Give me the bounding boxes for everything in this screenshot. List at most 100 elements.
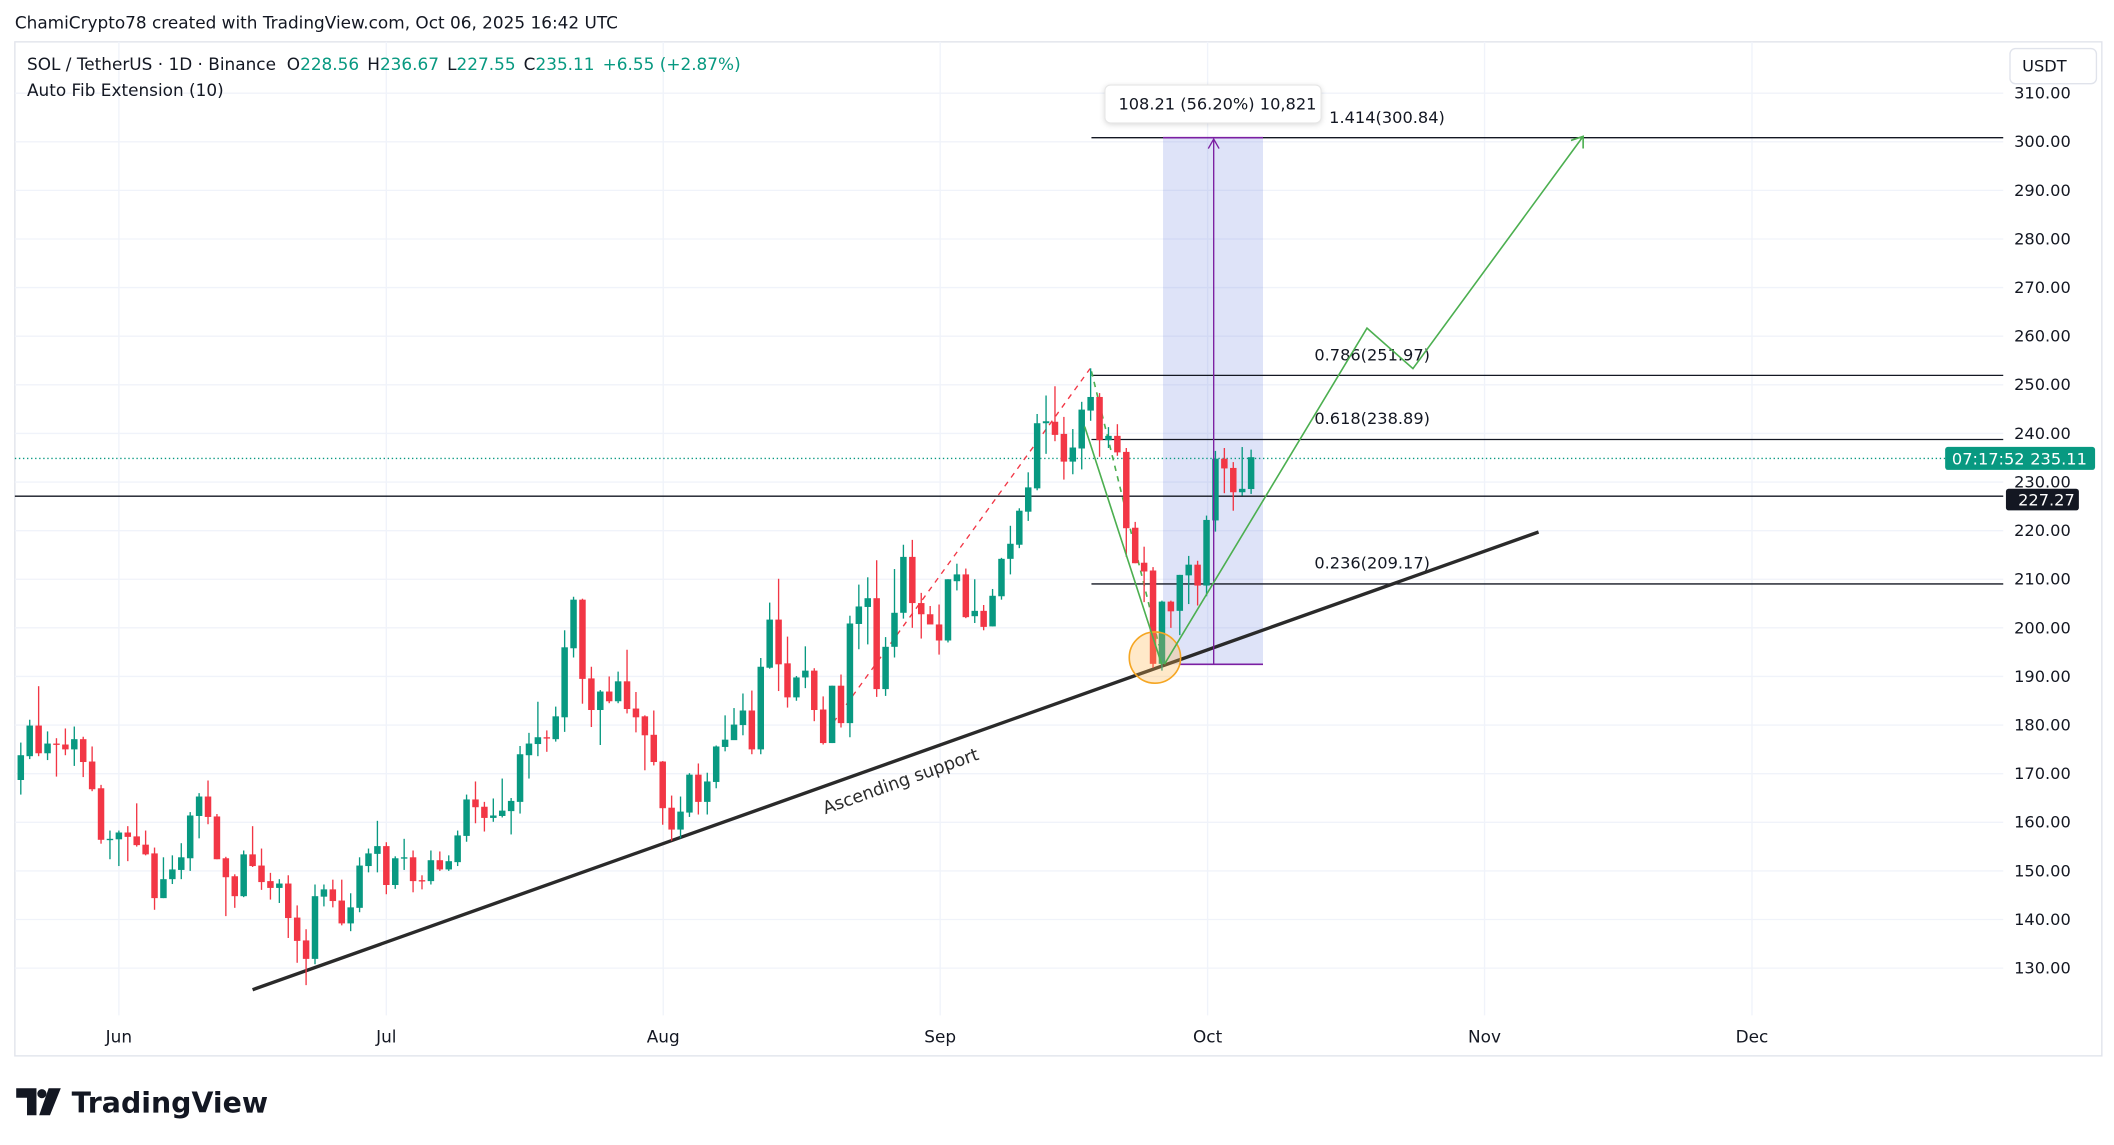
candle — [543, 730, 551, 752]
candle — [1230, 462, 1237, 511]
candle-body — [285, 883, 292, 919]
price-tick-label: 170.00 — [2014, 764, 2071, 783]
candle-body — [944, 579, 952, 641]
brand-name: TradingView — [72, 1087, 269, 1120]
candle-body — [400, 857, 408, 859]
candle — [1105, 427, 1112, 449]
low-value: 227.55 — [457, 54, 516, 74]
candle — [534, 701, 542, 757]
symbol-legend[interactable]: SOL / TetherUS · 1D · Binance O228.56 H236… — [27, 54, 741, 100]
change-value: +6.55 (+2.87%) — [603, 54, 741, 74]
high-label: H — [367, 54, 380, 74]
candle — [828, 685, 836, 744]
ascending-support-line[interactable] — [252, 530, 1540, 992]
candle-body — [115, 832, 123, 840]
projection-down-leg[interactable] — [1083, 426, 1163, 665]
candle — [1078, 401, 1085, 470]
candle — [873, 560, 880, 697]
candle-body — [507, 800, 515, 812]
candle-body — [71, 739, 78, 750]
candle — [97, 784, 105, 844]
currency-button[interactable]: USDT — [2009, 47, 2098, 85]
measure-tool[interactable] — [1163, 136, 1263, 666]
candle — [1140, 546, 1148, 603]
candle-body — [124, 832, 132, 837]
candle-body — [79, 739, 87, 763]
time-tick-label: Jul — [375, 1026, 396, 1046]
candle-body — [409, 857, 417, 882]
candle — [347, 893, 354, 932]
candle-body — [534, 737, 542, 745]
candle — [1238, 447, 1246, 496]
candle — [258, 848, 265, 890]
candle — [133, 803, 140, 847]
candle-body — [819, 709, 827, 744]
candle-body — [445, 861, 452, 870]
last-price-value: 235.11 — [2030, 449, 2087, 468]
price-axis[interactable]: 310.00 300.00 290.00 280.00 270.00 260.00 250.… — [2014, 84, 2071, 978]
candle-body — [1185, 564, 1192, 576]
candle-body — [365, 853, 372, 867]
indicator-label[interactable]: Auto Fib Extension (10) — [27, 80, 224, 100]
candle-body — [570, 599, 577, 649]
candle-body — [106, 838, 114, 841]
candle-body — [178, 857, 185, 870]
tradingview-logo-icon — [16, 1088, 61, 1116]
candle — [53, 738, 60, 777]
projection-path[interactable] — [1163, 135, 1584, 665]
candle — [507, 797, 515, 835]
candle — [597, 690, 604, 746]
candle — [998, 557, 1005, 600]
tradingview-logo[interactable]: TradingView — [16, 1087, 268, 1120]
candle — [668, 795, 675, 841]
candle-body — [472, 799, 479, 808]
candle — [641, 715, 649, 771]
candle — [1185, 555, 1192, 605]
candle-body — [926, 614, 934, 625]
bounce-highlight-circle[interactable] — [1128, 631, 1182, 685]
candle-body — [525, 743, 533, 756]
candle — [365, 848, 372, 873]
candle — [1051, 386, 1059, 442]
candle-body — [418, 880, 426, 882]
candle — [383, 842, 390, 895]
candle-body — [1051, 421, 1059, 435]
candle-body — [811, 670, 818, 711]
symbol-title[interactable]: SOL / TetherUS · 1D · Binance — [27, 54, 276, 74]
candle-body — [998, 558, 1005, 597]
candle-body — [133, 836, 140, 846]
candle — [864, 577, 871, 645]
candle-body — [935, 624, 943, 641]
candle — [169, 855, 176, 885]
candle-body — [383, 846, 390, 885]
red-dashed-trend[interactable] — [832, 368, 1091, 723]
candle — [784, 636, 791, 708]
candle-body — [641, 716, 649, 736]
candle — [1007, 525, 1014, 575]
candle-body — [151, 853, 158, 899]
candle-body — [1024, 487, 1032, 512]
candle — [1042, 395, 1050, 454]
time-tick-label: Dec — [1736, 1026, 1769, 1046]
candle — [44, 731, 51, 761]
price-tick-label: 290.00 — [2014, 181, 2071, 200]
candle-body — [302, 940, 310, 959]
last-price-label: 07:17:52 235.11 — [1945, 446, 2096, 470]
candle — [240, 850, 247, 898]
candle — [142, 830, 149, 856]
candle — [178, 843, 185, 880]
candle — [793, 675, 800, 701]
time-axis[interactable]: Jun Jul Aug Sep Oct Nov Dec — [105, 1026, 1769, 1046]
candle-body — [668, 807, 675, 830]
candle-body — [677, 811, 684, 830]
candle-body — [882, 646, 889, 690]
candle-body — [837, 685, 845, 724]
candle-body — [463, 799, 470, 836]
candle-body — [909, 556, 916, 604]
candle — [1149, 567, 1157, 668]
candle — [276, 879, 283, 903]
candle-body — [989, 595, 996, 627]
candle-body — [704, 781, 711, 802]
candle-body — [1042, 421, 1050, 424]
price-tick-label: 200.00 — [2014, 618, 2071, 637]
